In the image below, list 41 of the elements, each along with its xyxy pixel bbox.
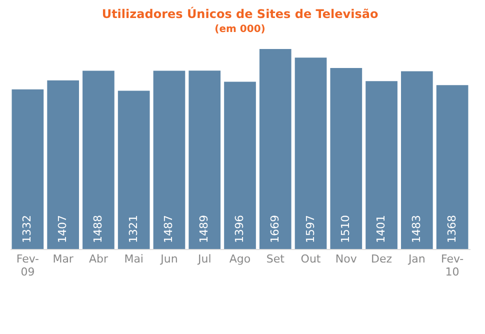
x-tick-label: Mar [52, 252, 74, 266]
chart-subtitle: (em 000) [214, 24, 266, 35]
x-tick-label: Dez [371, 252, 392, 266]
x-tick-label: Jun [160, 252, 178, 266]
x-tick-label: Jul [196, 252, 212, 266]
bar [330, 68, 362, 249]
data-label: 1368 [445, 215, 458, 243]
data-label: 1332 [20, 215, 34, 243]
bar [118, 90, 150, 249]
data-label: 1489 [198, 215, 211, 243]
bar [82, 70, 114, 249]
data-label: 1597 [304, 215, 317, 243]
bar [188, 70, 221, 249]
data-label: 1321 [126, 215, 140, 243]
bar [401, 71, 433, 249]
x-tick-label: Fev-10 [440, 252, 464, 278]
data-label: 1510 [339, 215, 352, 243]
data-label: 1396 [233, 215, 246, 243]
bar [294, 58, 327, 249]
bar [366, 81, 398, 249]
x-tick-label: Abr [88, 252, 108, 266]
x-tick-label: Out [300, 252, 322, 266]
data-label: 1487 [162, 215, 176, 243]
bar [436, 85, 468, 249]
bar [47, 80, 79, 249]
bar [224, 82, 256, 249]
x-tick-label: Set [266, 252, 286, 266]
data-label: 1483 [410, 215, 423, 243]
data-label: 1488 [91, 215, 104, 243]
bar [259, 49, 292, 249]
x-tick-label: Jan [407, 252, 426, 266]
x-tick-label: Ago [229, 252, 251, 266]
data-label: 1401 [374, 215, 388, 243]
data-label: 1407 [56, 215, 70, 243]
bar [12, 89, 44, 249]
bar [153, 70, 186, 249]
x-tick-label: Nov [335, 252, 358, 266]
x-tick-label: Fev-09 [16, 252, 40, 278]
data-label: 1669 [268, 215, 282, 243]
chart-title: Utilizadores Únicos de Sites de Televisão [102, 6, 378, 21]
x-tick-label: Mai [124, 252, 144, 266]
